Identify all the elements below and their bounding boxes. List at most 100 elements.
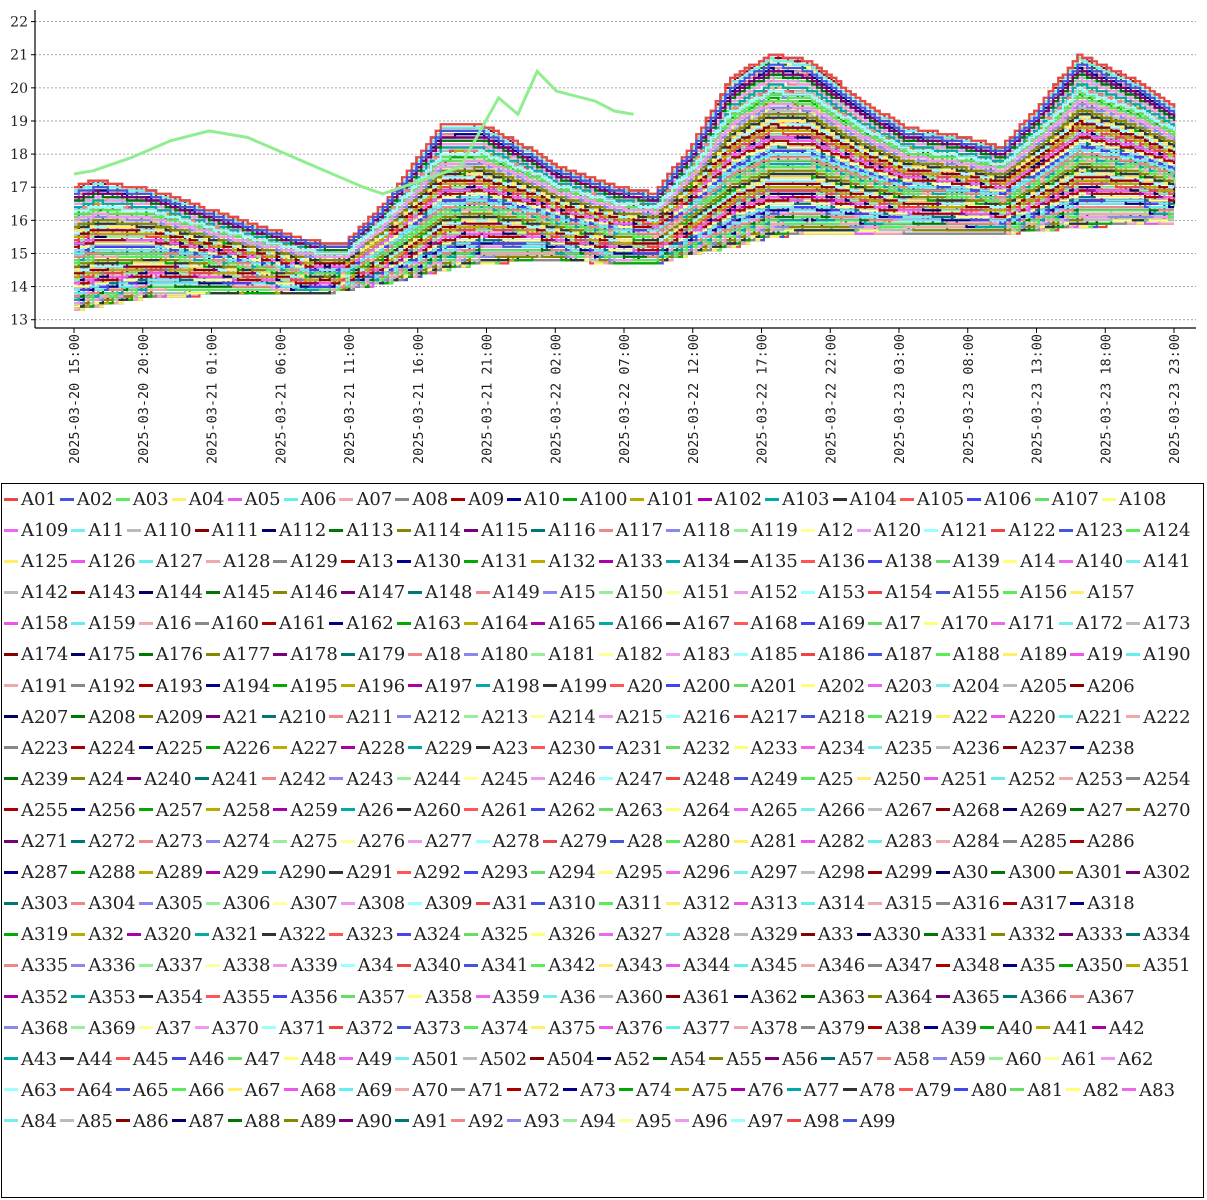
legend-swatch xyxy=(4,684,18,688)
legend-item: A356 xyxy=(273,982,338,1013)
legend-swatch xyxy=(666,901,681,905)
legend-swatch xyxy=(396,932,411,936)
legend-item: A57 xyxy=(821,1044,874,1075)
legend-item: A339 xyxy=(273,950,338,981)
legend-swatch xyxy=(733,870,748,874)
legend-swatch xyxy=(868,808,883,812)
legend-item: A287 xyxy=(4,857,68,888)
legend-swatch xyxy=(932,1057,947,1061)
legend-item: A249 xyxy=(733,764,798,795)
legend-swatch xyxy=(531,746,546,750)
y-axis-ticks: 13 14 15 16 17 18 19 20 21 22 xyxy=(10,15,35,329)
legend-item: A271 xyxy=(4,826,68,857)
legend-item: A178 xyxy=(273,639,338,670)
legend-item: A200 xyxy=(666,671,731,702)
legend-item: A54 xyxy=(653,1044,706,1075)
legend-item: A314 xyxy=(800,888,865,919)
legend-label: A10 xyxy=(524,489,561,510)
legend-item: A327 xyxy=(598,919,663,950)
legend-swatch xyxy=(666,932,681,936)
legend-swatch xyxy=(935,746,950,750)
legend-label: A107 xyxy=(1051,489,1099,510)
legend-item: A234 xyxy=(800,733,865,764)
legend-item: A136 xyxy=(800,546,865,577)
legend-label: A105 xyxy=(916,489,965,510)
legend-label: A211 xyxy=(346,706,394,728)
legend-swatch xyxy=(666,746,681,750)
legend-item: A296 xyxy=(666,857,731,888)
legend-label: A69 xyxy=(356,1079,393,1101)
legend-swatch xyxy=(666,963,681,967)
legend-label: A369 xyxy=(88,1017,136,1039)
legend-swatch xyxy=(138,715,153,719)
legend-swatch xyxy=(765,497,780,501)
legend-swatch xyxy=(464,715,479,719)
legend-item: A43 xyxy=(4,1044,57,1075)
legend-swatch xyxy=(4,1088,18,1092)
legend-item: A272 xyxy=(71,826,136,857)
legend-item: A352 xyxy=(4,982,68,1013)
legend-item: A125 xyxy=(4,546,68,577)
legend-swatch xyxy=(666,839,681,843)
legend-label: A216 xyxy=(683,706,731,728)
legend-label: A281 xyxy=(750,831,798,853)
legend-swatch xyxy=(138,621,153,625)
legend-item: A92 xyxy=(451,1106,504,1137)
legend-swatch xyxy=(531,528,546,532)
legend-label: A06 xyxy=(300,489,337,510)
legend-label: A355 xyxy=(223,986,271,1008)
legend-label: A276 xyxy=(357,831,406,853)
legend-label: A242 xyxy=(278,768,327,790)
legend-item: A336 xyxy=(71,950,136,981)
legend-swatch xyxy=(531,1026,546,1030)
legend-item: A256 xyxy=(71,795,136,826)
legend-item: A313 xyxy=(733,888,798,919)
legend-item: A93 xyxy=(507,1106,560,1137)
legend-item: A347 xyxy=(868,950,933,981)
legend-swatch xyxy=(733,559,748,563)
legend-label: A76 xyxy=(747,1079,784,1101)
legend-item: A61 xyxy=(1044,1044,1098,1075)
legend-label: A336 xyxy=(88,955,136,977)
legend-swatch xyxy=(531,559,546,563)
legend-swatch xyxy=(59,1057,74,1061)
legend-swatch xyxy=(733,995,748,998)
legend-item: A34 xyxy=(340,950,394,981)
legend-swatch xyxy=(954,1088,969,1092)
legend-swatch xyxy=(563,1119,578,1123)
legend-item: A96 xyxy=(674,1106,728,1137)
legend-label: A300 xyxy=(1008,862,1056,884)
legend-item: A138 xyxy=(868,546,933,577)
legend-item: A201 xyxy=(733,671,798,702)
legend-label: A19 xyxy=(1087,644,1124,666)
legend-label: A213 xyxy=(481,706,529,728)
legend-swatch xyxy=(666,777,681,781)
legend-swatch xyxy=(674,1088,689,1092)
legend-label: A270 xyxy=(1143,799,1191,821)
legend-item: A150 xyxy=(598,577,663,608)
legend-item: A33 xyxy=(800,919,854,950)
legend-label: A253 xyxy=(1075,768,1124,790)
legend-label: A220 xyxy=(1008,706,1056,728)
legend-label: A247 xyxy=(615,768,664,790)
legend-swatch xyxy=(464,652,479,656)
legend-swatch xyxy=(531,621,546,625)
legend-item: A369 xyxy=(71,1013,136,1044)
legend-swatch xyxy=(194,777,209,781)
legend-item: A132 xyxy=(531,546,596,577)
legend-label: A256 xyxy=(88,799,136,821)
legend-label: A31 xyxy=(492,893,529,915)
x-tick-label: 2025-03-23 08:00 xyxy=(961,334,977,464)
legend-label: A113 xyxy=(346,520,394,542)
legend-label: A108 xyxy=(1118,489,1167,510)
legend-swatch xyxy=(396,870,411,874)
legend-swatch xyxy=(666,870,681,874)
legend-swatch xyxy=(1070,839,1085,843)
legend-item: A27 xyxy=(1070,795,1123,826)
legend-item: A72 xyxy=(507,1075,560,1106)
legend-label: A138 xyxy=(885,551,933,573)
legend-label: A123 xyxy=(1075,520,1124,542)
legend-item: A235 xyxy=(868,733,933,764)
legend-swatch xyxy=(340,963,355,967)
